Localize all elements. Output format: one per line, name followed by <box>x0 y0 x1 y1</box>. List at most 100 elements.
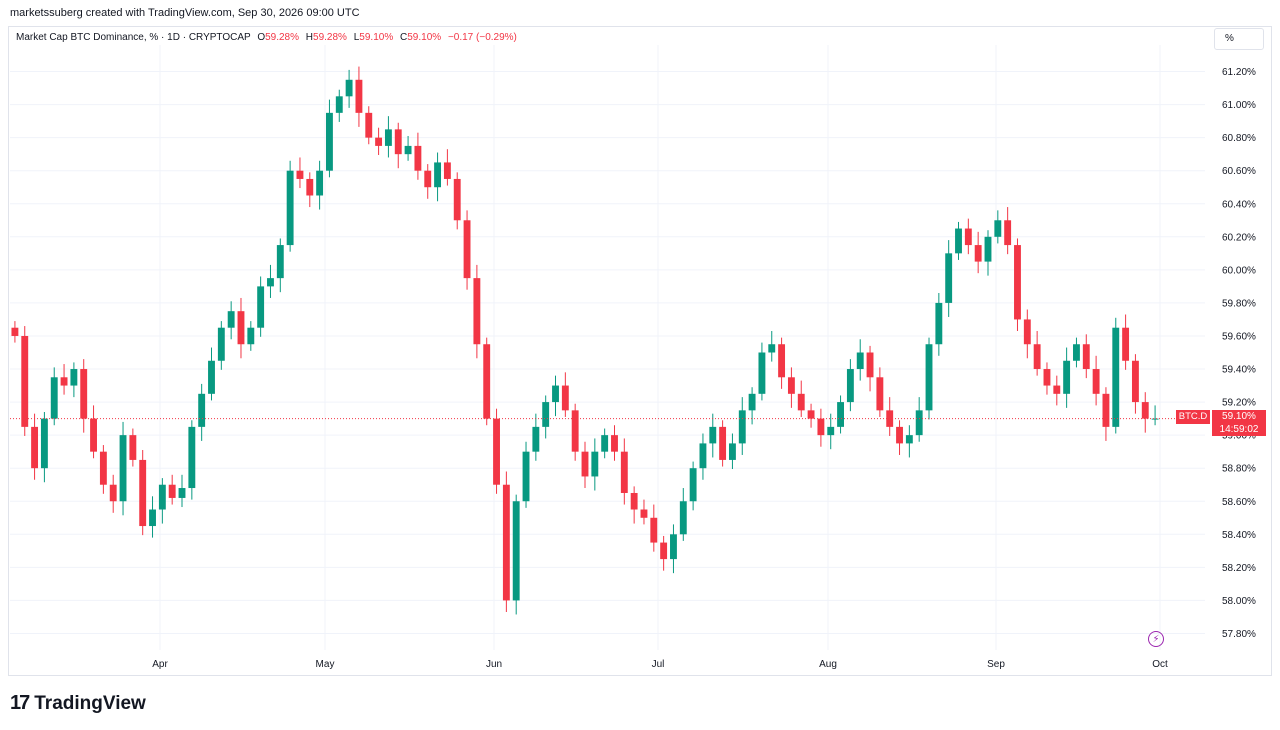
candle-body <box>1033 344 1041 370</box>
candle-body <box>463 220 471 279</box>
candle-body <box>738 410 746 444</box>
x-tick-label: Apr <box>152 659 168 670</box>
candle-body <box>90 418 97 452</box>
x-tick-label: Jun <box>486 659 502 670</box>
candle-body <box>1063 360 1071 394</box>
logo-text: TradingView <box>34 692 146 714</box>
y-tick-label: 59.20% <box>1222 398 1256 409</box>
last-price-tag: 59.10% 14:59:02 <box>1212 410 1266 436</box>
candle-body <box>974 245 982 262</box>
candle-body <box>748 393 756 411</box>
y-tick-label: 57.80% <box>1222 629 1256 640</box>
candle-body <box>296 170 304 179</box>
candle-body <box>679 501 687 535</box>
y-tick-label: 58.00% <box>1222 596 1256 607</box>
candle-body <box>384 129 392 146</box>
candle-body <box>787 377 795 394</box>
candle-body <box>758 352 766 394</box>
candle-body <box>316 170 324 196</box>
candle-body <box>866 352 874 378</box>
candle-body <box>1004 220 1012 246</box>
candle-body <box>424 170 432 188</box>
candle-body <box>80 369 88 419</box>
candle-body <box>40 418 48 469</box>
symbol-price-tag: BTC.D <box>1176 410 1210 424</box>
candle-body <box>50 377 58 419</box>
candle-body <box>217 327 225 361</box>
y-tick-label: 58.60% <box>1222 497 1256 508</box>
chart-credit: marketssuberg created with TradingView.c… <box>10 7 360 19</box>
legend-low-value: 59.10% <box>359 32 394 43</box>
candle-body <box>434 162 442 188</box>
lightning-bolt-icon[interactable]: ⚡ <box>1148 631 1164 647</box>
candle-body <box>326 112 333 171</box>
percent-scale-button[interactable]: % <box>1214 28 1264 50</box>
candle-body <box>915 410 923 436</box>
candle-body <box>1014 245 1021 320</box>
y-tick-label: 59.80% <box>1222 298 1256 309</box>
candle-body <box>60 377 68 386</box>
x-tick-label: Sep <box>987 659 1005 670</box>
candle-body <box>1102 393 1110 427</box>
candle-body <box>158 484 166 510</box>
candle-body <box>709 426 717 444</box>
legend-open-value: 59.28% <box>265 32 300 43</box>
candle-body <box>257 286 265 328</box>
candle-body <box>286 170 294 246</box>
candle-body <box>571 410 579 452</box>
candle-body <box>345 79 353 97</box>
candle-body <box>99 451 107 485</box>
candle-body <box>483 344 491 419</box>
candle-body <box>719 426 727 460</box>
candle-body <box>630 492 638 510</box>
candle-body <box>994 220 1002 237</box>
candle-body <box>1141 402 1149 419</box>
candle-body <box>561 385 569 411</box>
candle-body <box>935 302 943 345</box>
candle-body <box>964 228 972 246</box>
candle-body <box>168 484 176 498</box>
candle-body <box>846 369 854 403</box>
candle-body <box>532 426 540 452</box>
candle-body <box>984 236 992 262</box>
legend-low-label: L <box>353 32 360 43</box>
candle-body <box>611 435 618 452</box>
legend-close-value: 59.10% <box>407 32 442 43</box>
y-tick-label: 59.00% <box>1222 431 1256 442</box>
candle-body <box>109 484 117 502</box>
bar-countdown: 14:59:02 <box>1219 424 1259 435</box>
candle-body <box>797 393 805 411</box>
candle-body <box>276 245 284 279</box>
candle-body <box>896 426 903 444</box>
y-tick-label: 59.60% <box>1222 331 1256 342</box>
candle-body <box>129 435 137 460</box>
legend-high-label: H <box>305 32 314 43</box>
legend-change: −0.17 (−0.29%) <box>447 32 517 43</box>
candle-body <box>1122 327 1130 361</box>
candle-body <box>473 278 481 345</box>
y-tick-label: 60.40% <box>1222 199 1256 210</box>
candle-body <box>375 137 383 146</box>
candle-body <box>778 344 786 378</box>
candle-body <box>1023 319 1031 345</box>
candle-body <box>178 488 186 498</box>
candle-body <box>208 360 215 394</box>
candle-body <box>905 435 913 444</box>
legend-close-label: C <box>400 32 408 43</box>
candle-body <box>365 112 373 138</box>
candle-body <box>827 426 835 436</box>
candle-body <box>31 426 39 469</box>
candle-body <box>601 435 609 452</box>
candle-body <box>11 327 19 336</box>
tradingview-logo[interactable]: 17 TradingView <box>10 692 146 715</box>
candle-body <box>856 352 864 370</box>
candle-body <box>620 451 628 493</box>
candle-body <box>876 377 884 411</box>
tradingview-logo-icon: 17 <box>10 692 30 714</box>
candle-body <box>660 542 668 560</box>
y-tick-label: 60.20% <box>1222 232 1256 243</box>
x-tick-label: May <box>316 659 335 670</box>
y-tick-label: 60.60% <box>1222 166 1256 177</box>
candle-body <box>670 534 677 560</box>
